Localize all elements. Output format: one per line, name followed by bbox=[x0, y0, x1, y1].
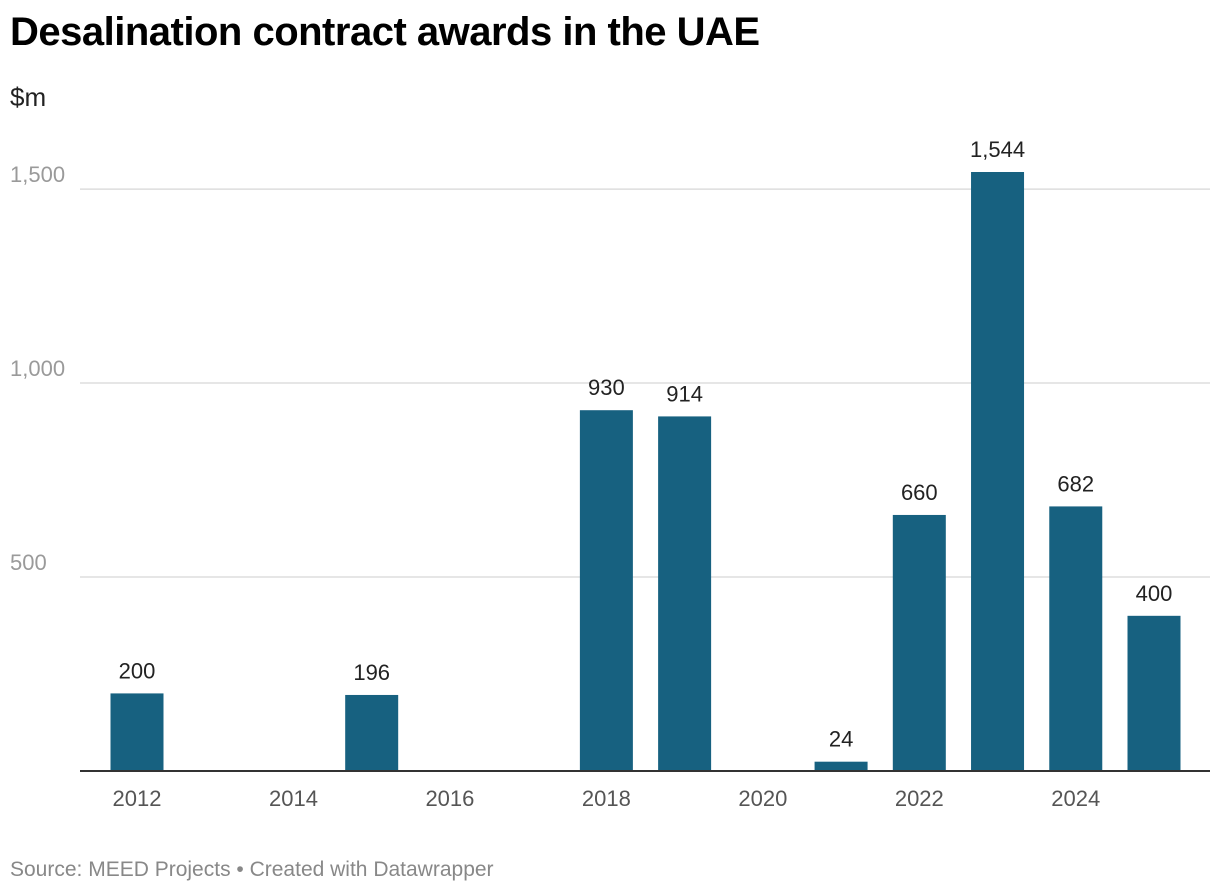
data-label-2025: 400 bbox=[1136, 581, 1173, 606]
bars bbox=[110, 172, 1181, 771]
chart-title: Desalination contract awards in the UAE bbox=[10, 10, 760, 54]
data-label-2024: 682 bbox=[1057, 471, 1094, 496]
x-axis: 2012 2014 2016 2018 2020 2022 2024 bbox=[80, 770, 1210, 811]
bar-2015 bbox=[345, 694, 399, 771]
x-tick-label-2018: 2018 bbox=[582, 786, 631, 811]
x-tick-label-2020: 2020 bbox=[738, 786, 787, 811]
bar-2021 bbox=[814, 761, 868, 771]
data-label-2019: 914 bbox=[666, 381, 703, 406]
data-labels: 200 196 930 914 24 660 1,544 682 400 bbox=[119, 137, 1173, 752]
x-tick-label-2016: 2016 bbox=[425, 786, 474, 811]
data-label-2015: 196 bbox=[353, 660, 390, 685]
source-note: Source: MEED Projects • Created with Dat… bbox=[10, 858, 494, 881]
x-tick-label-2014: 2014 bbox=[269, 786, 318, 811]
bar-2024 bbox=[1049, 506, 1103, 771]
y-tick-label-1000: 1,000 bbox=[10, 356, 65, 381]
y-axis-unit-label: $m bbox=[10, 82, 47, 112]
bar-2025 bbox=[1127, 615, 1181, 771]
x-tick-label-2024: 2024 bbox=[1051, 786, 1100, 811]
y-tick-label-500: 500 bbox=[10, 550, 47, 575]
data-label-2023: 1,544 bbox=[970, 137, 1025, 162]
bar-2019 bbox=[658, 416, 712, 771]
x-tick-label-2012: 2012 bbox=[113, 786, 162, 811]
data-label-2018: 930 bbox=[588, 375, 625, 400]
bar-2022 bbox=[892, 514, 946, 771]
x-tick-label-2022: 2022 bbox=[895, 786, 944, 811]
y-tick-label-1500: 1,500 bbox=[10, 162, 65, 187]
data-label-2022: 660 bbox=[901, 480, 938, 505]
bar-2018 bbox=[579, 410, 633, 771]
bar-2012 bbox=[110, 693, 164, 771]
data-label-2021: 24 bbox=[829, 727, 853, 752]
bar-2023 bbox=[971, 172, 1025, 771]
data-label-2012: 200 bbox=[119, 658, 156, 683]
